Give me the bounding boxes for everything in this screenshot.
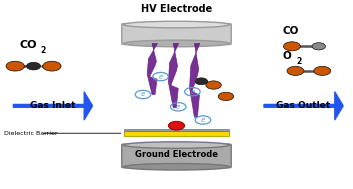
Text: e: e — [176, 104, 180, 110]
Circle shape — [287, 66, 304, 75]
Text: 2: 2 — [40, 46, 45, 55]
Text: Gas Outlet: Gas Outlet — [276, 101, 331, 110]
Circle shape — [206, 81, 221, 89]
Text: e: e — [201, 117, 205, 123]
Circle shape — [283, 42, 300, 51]
Text: 2: 2 — [297, 57, 302, 66]
Text: CO: CO — [282, 26, 299, 36]
Polygon shape — [190, 43, 200, 117]
Ellipse shape — [124, 163, 229, 170]
Circle shape — [195, 78, 208, 85]
Circle shape — [218, 92, 234, 101]
Circle shape — [312, 43, 325, 50]
Circle shape — [314, 66, 331, 75]
Circle shape — [168, 121, 185, 130]
Text: e: e — [141, 91, 145, 98]
FancyBboxPatch shape — [122, 144, 231, 168]
Circle shape — [43, 61, 61, 71]
Text: e: e — [158, 74, 163, 80]
Text: HV Electrode: HV Electrode — [141, 4, 212, 13]
Text: O: O — [282, 51, 291, 61]
Bar — [124, 129, 229, 131]
Circle shape — [6, 61, 24, 71]
Polygon shape — [147, 43, 157, 94]
Text: Gas Inlet: Gas Inlet — [30, 101, 76, 110]
Ellipse shape — [124, 40, 229, 47]
Text: e: e — [190, 89, 195, 95]
Polygon shape — [168, 43, 179, 108]
Ellipse shape — [124, 142, 229, 148]
Text: CO: CO — [19, 40, 37, 50]
Ellipse shape — [124, 21, 229, 28]
Text: Dielectric Barrier: Dielectric Barrier — [4, 131, 57, 136]
Text: Ground Electrode: Ground Electrode — [135, 149, 218, 159]
FancyBboxPatch shape — [122, 24, 231, 44]
Bar — [124, 131, 229, 136]
Circle shape — [26, 62, 41, 70]
